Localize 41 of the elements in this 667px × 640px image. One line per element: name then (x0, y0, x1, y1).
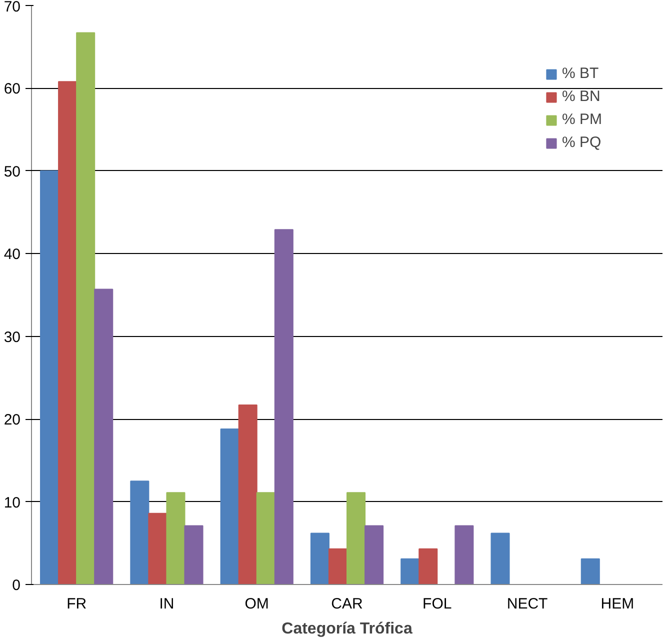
legend-label: % BN (562, 88, 600, 105)
bar (490, 532, 510, 584)
y-tick-label: 30 (4, 328, 21, 346)
bar (40, 170, 60, 584)
x-axis-title: Categoría Trófica (282, 620, 412, 638)
bar (238, 404, 258, 584)
y-tick-label: 40 (4, 246, 21, 264)
x-tick-label: OM (244, 596, 269, 612)
bar (364, 525, 384, 584)
x-tick-label: NECT (506, 596, 548, 612)
bar (310, 532, 330, 584)
bar (346, 492, 366, 584)
legend-label: % PQ (562, 134, 602, 151)
bar (256, 492, 276, 584)
bar (454, 525, 474, 584)
bar (580, 558, 600, 584)
x-tick-label: FR (66, 596, 87, 612)
bar (148, 512, 168, 584)
x-tick-label: FOL (422, 596, 452, 612)
bar (274, 229, 294, 584)
bar (130, 480, 150, 584)
x-tick-label: IN (159, 596, 174, 612)
bar (166, 492, 186, 584)
bar (328, 548, 348, 584)
x-tick-label: CAR (331, 596, 363, 612)
bar (220, 428, 240, 584)
legend-label: % BT (562, 65, 599, 82)
y-tick-label: 70 (4, 0, 21, 16)
legend-label: % PM (562, 111, 602, 128)
y-tick-label: 50 (4, 163, 21, 180)
bar (94, 288, 114, 584)
x-tick-label: HEM (600, 596, 634, 612)
bar (418, 548, 438, 584)
y-tick-label: 20 (4, 412, 21, 429)
bar (76, 32, 96, 584)
bar (58, 81, 78, 584)
y-tick-label: 60 (4, 80, 21, 98)
y-tick-label: 0 (12, 577, 20, 594)
bar (184, 525, 204, 584)
bar (400, 558, 420, 584)
y-tick-label: 10 (4, 494, 21, 512)
